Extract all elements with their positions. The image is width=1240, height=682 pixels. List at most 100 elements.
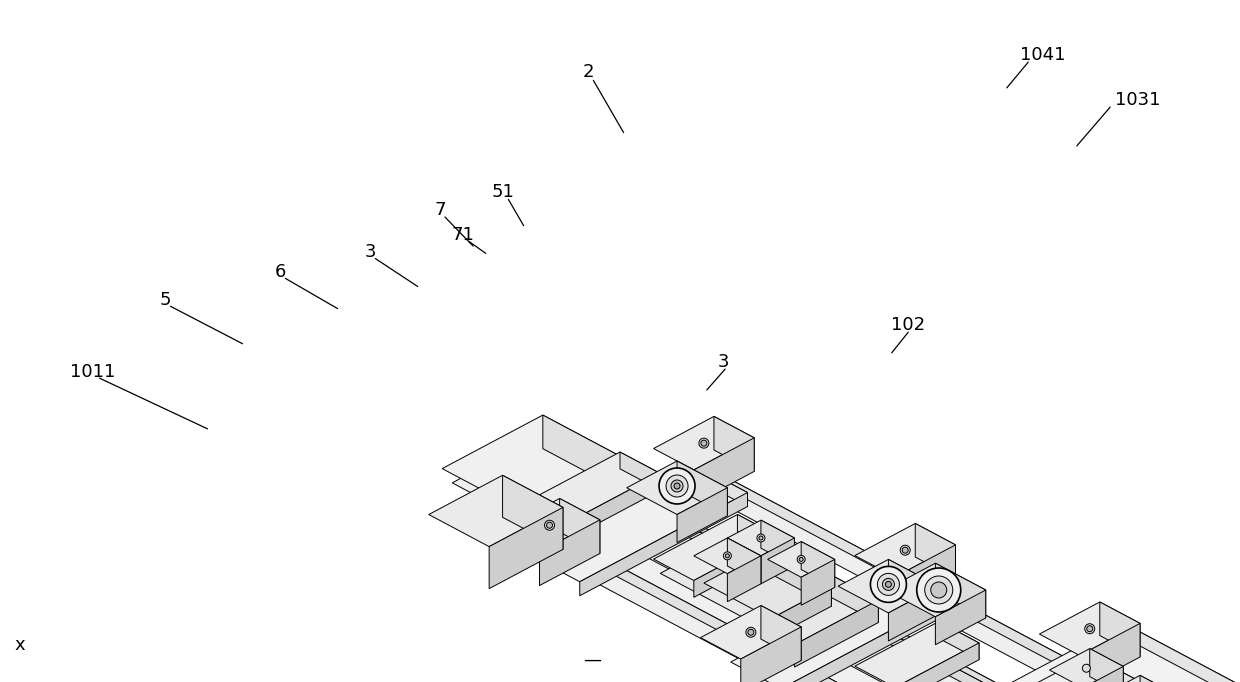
Text: 51: 51 [491,183,515,201]
Polygon shape [691,458,1094,682]
Circle shape [756,534,765,542]
Circle shape [528,444,557,472]
Polygon shape [801,542,835,587]
Circle shape [870,566,906,602]
Polygon shape [453,439,1240,682]
Polygon shape [768,542,835,577]
Circle shape [666,475,688,497]
Circle shape [745,627,756,637]
Polygon shape [704,551,831,619]
Polygon shape [694,538,761,574]
Polygon shape [888,559,939,614]
Polygon shape [1083,666,1123,682]
Polygon shape [771,587,831,638]
Polygon shape [728,556,761,602]
Polygon shape [781,599,949,682]
Polygon shape [559,499,600,554]
Circle shape [723,552,732,560]
Polygon shape [854,524,956,577]
Polygon shape [663,458,1094,682]
Polygon shape [895,545,956,610]
Circle shape [725,554,729,558]
Polygon shape [1123,623,1240,682]
Polygon shape [885,563,986,617]
Circle shape [701,440,707,446]
Circle shape [544,520,554,530]
Text: 1041: 1041 [1021,46,1065,64]
Text: 7: 7 [434,201,445,219]
Polygon shape [587,472,990,682]
Polygon shape [577,473,660,535]
Polygon shape [899,573,949,614]
Polygon shape [701,606,801,659]
Circle shape [885,581,892,587]
Polygon shape [915,524,956,578]
Polygon shape [653,514,777,580]
Polygon shape [895,643,980,682]
Polygon shape [744,529,878,623]
Polygon shape [526,460,626,547]
Text: 3: 3 [365,243,376,261]
Polygon shape [502,475,563,550]
Polygon shape [553,531,956,682]
Circle shape [671,480,683,492]
Circle shape [699,438,709,448]
Polygon shape [888,623,1240,682]
Circle shape [797,555,805,563]
Polygon shape [1049,649,1123,682]
Circle shape [878,574,899,595]
Polygon shape [526,531,956,682]
Circle shape [1086,625,1092,632]
Polygon shape [543,415,626,493]
Text: x: x [15,636,25,654]
Circle shape [916,568,961,612]
Polygon shape [694,536,777,597]
Text: 3: 3 [717,353,729,371]
Polygon shape [536,439,1240,682]
Polygon shape [738,514,777,552]
Circle shape [675,483,680,489]
Polygon shape [888,586,939,641]
Polygon shape [677,461,728,516]
Polygon shape [489,507,563,589]
Polygon shape [795,600,878,667]
Polygon shape [1140,675,1173,682]
Circle shape [759,536,763,540]
Text: 6: 6 [274,263,285,281]
Circle shape [883,578,894,591]
Polygon shape [677,488,728,542]
Polygon shape [1100,602,1140,657]
Circle shape [925,576,952,604]
Polygon shape [728,538,761,584]
Polygon shape [761,606,801,661]
Polygon shape [1039,602,1140,655]
Polygon shape [580,492,748,596]
Polygon shape [801,559,835,605]
Polygon shape [761,520,795,566]
Text: —: — [583,651,601,669]
Polygon shape [620,452,660,490]
Polygon shape [1080,623,1140,682]
Text: 2: 2 [583,63,594,81]
Circle shape [534,450,551,466]
Circle shape [1085,624,1095,634]
Circle shape [931,582,947,598]
Polygon shape [443,415,626,513]
Polygon shape [730,573,949,682]
Circle shape [658,468,696,504]
Polygon shape [1090,649,1123,682]
Polygon shape [694,438,754,503]
Text: 1011: 1011 [71,363,115,381]
Polygon shape [626,461,728,514]
Polygon shape [500,499,600,552]
Polygon shape [764,551,831,606]
Circle shape [800,557,804,561]
Polygon shape [761,538,795,584]
Polygon shape [1066,672,1094,682]
Circle shape [539,454,547,462]
Polygon shape [536,452,660,518]
Circle shape [1083,664,1090,672]
Polygon shape [529,466,748,582]
Text: 71: 71 [451,226,475,244]
Polygon shape [660,529,878,644]
